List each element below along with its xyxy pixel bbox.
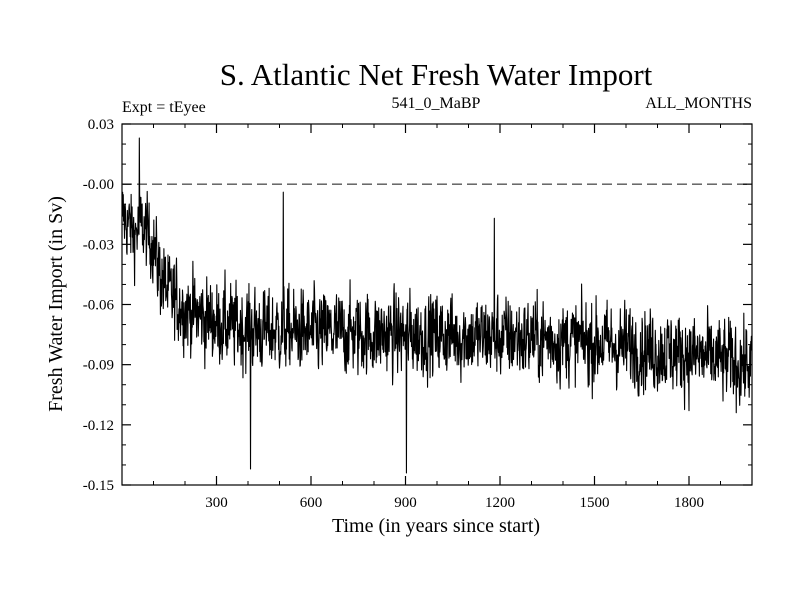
y-tick-label: -0.00 bbox=[83, 177, 114, 193]
subtitle-run-id: 541_0_MaBP bbox=[392, 95, 481, 112]
chart-title: S. Atlantic Net Fresh Water Import bbox=[220, 57, 653, 92]
x-tick-label: 900 bbox=[394, 495, 417, 511]
y-tick-label: -0.09 bbox=[83, 358, 114, 374]
y-tick-label: -0.06 bbox=[83, 298, 115, 314]
x-tick-label: 1500 bbox=[580, 495, 610, 511]
y-tick-label: -0.15 bbox=[83, 478, 114, 494]
y-axis-ticks: 0.03 -0.00 -0.03 -0.06 -0.09 -0.12 -0.15 bbox=[83, 117, 752, 494]
x-axis-ticks: 300 600 900 1200 1500 1800 bbox=[153, 124, 721, 511]
subtitle-months: ALL_MONTHS bbox=[645, 95, 752, 112]
y-axis-label: Fresh Water Import (in Sv) bbox=[45, 196, 67, 412]
y-tick-label: -0.12 bbox=[83, 418, 114, 434]
subtitle-experiment: Expt = tEyee bbox=[122, 99, 206, 116]
series-line-fresh-water-import bbox=[121, 137, 753, 474]
x-tick-label: 300 bbox=[205, 495, 228, 511]
y-tick-label: -0.03 bbox=[83, 237, 114, 253]
y-tick-label: 0.03 bbox=[88, 117, 114, 133]
x-tick-label: 1800 bbox=[674, 495, 704, 511]
x-tick-label: 1200 bbox=[485, 495, 515, 511]
x-tick-label: 600 bbox=[300, 495, 323, 511]
x-axis-label: Time (in years since start) bbox=[332, 515, 540, 537]
